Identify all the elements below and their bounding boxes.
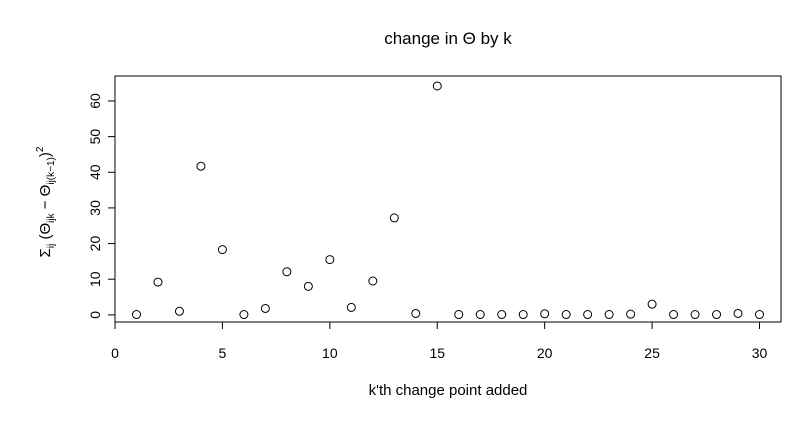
x-tick-label: 15 [429,345,445,361]
y-label-close: ) [37,152,54,157]
data-point [583,310,593,320]
y-axis: 0 10 20 30 40 50 60 [87,93,116,319]
y-tick-label: 50 [87,129,103,145]
y-tick-label: 40 [87,164,103,180]
y-tick-label: 10 [87,271,103,287]
data-point [346,302,356,312]
chart-title: change in Θ by k [384,29,512,48]
data-point [131,310,141,320]
x-tick-label: 0 [111,345,119,361]
data-point [454,310,464,320]
data-point [755,310,765,320]
y-label-theta2: Θ [37,185,54,197]
data-point [411,308,421,318]
data-point [561,310,571,320]
x-tick-label: 20 [537,345,553,361]
x-tick-label: 30 [752,345,768,361]
data-point [325,255,335,265]
data-point [690,310,700,320]
data-point [712,310,722,320]
data-point [196,161,206,171]
data-point [604,310,614,320]
data-point [647,299,657,309]
data-point [497,310,507,320]
data-point [282,267,292,277]
y-label-theta1-sub: ijk [46,212,57,222]
y-label-minus: − [37,196,54,213]
y-label-sigma-sub: ij [46,244,57,248]
data-point [174,306,184,316]
data-point [733,308,743,318]
data-point [540,309,550,319]
y-label-sigma: Σ [37,248,54,257]
data-point [303,281,313,291]
data-point [432,81,442,91]
data-points [131,81,765,320]
y-tick-label: 0 [87,311,103,319]
x-tick-label: 10 [322,345,338,361]
data-point [389,213,399,223]
data-point [518,310,528,320]
y-label-theta2-sub: ij(k−1) [46,157,57,185]
data-point [260,303,270,313]
y-label-theta1: Θ [37,223,54,235]
data-point [475,310,485,320]
data-point [153,277,163,287]
y-tick-label: 20 [87,236,103,252]
x-tick-label: 5 [219,345,227,361]
data-point [217,245,227,255]
data-point [239,310,249,320]
x-axis: 0 5 10 15 20 25 30 [111,321,768,361]
plot-frame [114,75,782,323]
x-tick-label: 25 [644,345,660,361]
data-point [669,310,679,320]
y-tick-label: 30 [87,200,103,216]
y-axis-label: Σij (Θijk − Θij(k−1))2 [35,146,57,257]
y-label-open: ( [37,235,54,244]
data-point [626,309,636,319]
y-tick-label: 60 [87,93,103,109]
x-axis-label: k'th change point added [369,382,528,399]
y-label-power: 2 [35,146,46,152]
data-point [368,276,378,286]
